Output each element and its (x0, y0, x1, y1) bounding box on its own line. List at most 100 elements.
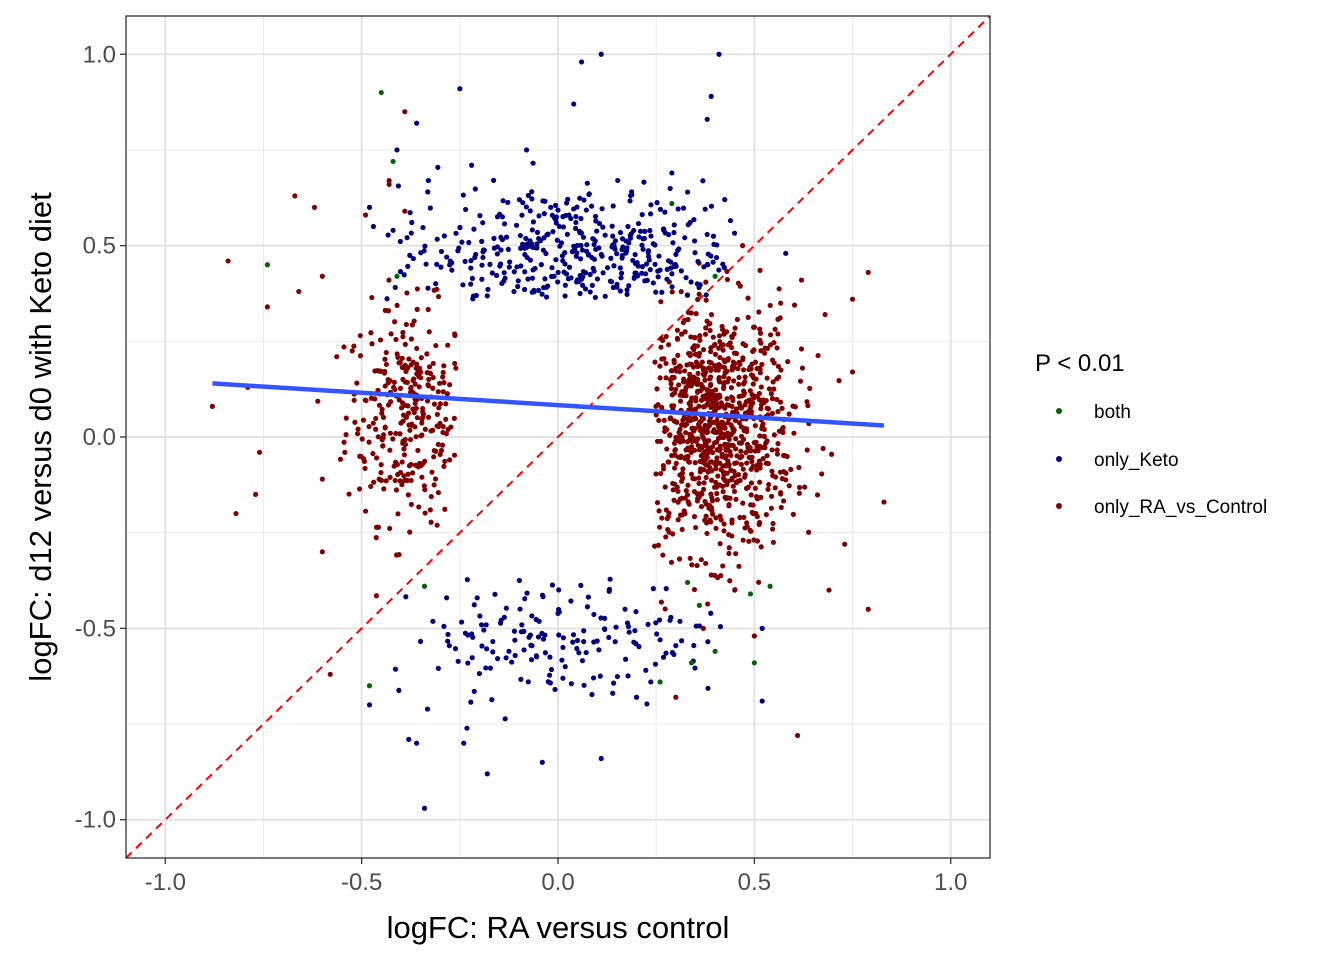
point-only-keto (577, 195, 583, 201)
point-only-ra-vs-control (687, 555, 693, 561)
point-only-keto (711, 241, 717, 247)
point-only-keto (630, 257, 636, 264)
point-only-keto (653, 289, 659, 295)
point-only-ra-vs-control (402, 341, 408, 348)
point-only-ra-vs-control (341, 439, 347, 445)
point-only-keto (656, 617, 663, 623)
point-only-keto (560, 644, 566, 651)
point-only-ra-vs-control (435, 489, 442, 496)
point-only-ra-vs-control (693, 311, 699, 317)
point-only-keto (512, 637, 518, 643)
point-only-ra-vs-control (370, 420, 376, 426)
point-only-keto (424, 706, 431, 712)
legend-label-only-keto: only_Keto (1094, 450, 1179, 471)
point-only-keto (656, 253, 662, 259)
point-only-ra-vs-control (686, 400, 692, 407)
point-only-keto (577, 256, 584, 262)
point-only-keto (700, 178, 706, 184)
point-only-keto (639, 211, 645, 218)
point-only-ra-vs-control (708, 477, 715, 483)
point-only-keto (652, 261, 658, 267)
point-only-keto (489, 697, 495, 703)
point-only-ra-vs-control (690, 345, 696, 351)
point-only-ra-vs-control (402, 109, 408, 115)
point-only-ra-vs-control (430, 360, 436, 367)
legend-label-only-ra-vs-control: only_RA_vs_Control (1094, 497, 1267, 518)
point-only-ra-vs-control (732, 417, 739, 423)
point-only-ra-vs-control (256, 449, 263, 455)
point-only-ra-vs-control (387, 430, 394, 436)
point-only-keto (548, 666, 555, 673)
point-only-keto (717, 624, 724, 630)
point-only-ra-vs-control (776, 286, 782, 292)
point-only-ra-vs-control (692, 351, 699, 357)
point-only-ra-vs-control (757, 366, 763, 372)
point-only-keto (519, 212, 525, 218)
legend-key-only-keto (1056, 456, 1062, 462)
point-only-ra-vs-control (721, 385, 727, 392)
point-only-keto (602, 293, 608, 299)
point-only-ra-vs-control (431, 401, 438, 407)
point-only-ra-vs-control (698, 503, 705, 510)
point-both (669, 200, 675, 207)
point-only-ra-vs-control (700, 385, 706, 391)
point-only-ra-vs-control (394, 302, 400, 309)
point-only-ra-vs-control (779, 476, 785, 482)
point-only-ra-vs-control (721, 374, 727, 380)
point-only-ra-vs-control (742, 525, 748, 531)
point-only-ra-vs-control (768, 332, 774, 338)
point-only-ra-vs-control (704, 318, 710, 324)
point-only-ra-vs-control (411, 318, 417, 324)
point-only-ra-vs-control (750, 381, 756, 387)
point-only-ra-vs-control (736, 400, 742, 406)
point-only-ra-vs-control (740, 341, 746, 347)
point-only-keto (583, 207, 589, 213)
point-only-ra-vs-control (775, 363, 782, 369)
point-only-keto (611, 263, 617, 269)
point-only-ra-vs-control (671, 440, 678, 446)
point-only-ra-vs-control (363, 508, 369, 514)
point-only-keto (705, 685, 711, 691)
point-only-keto (589, 282, 595, 288)
point-only-keto (636, 644, 642, 650)
point-only-keto (645, 248, 652, 254)
point-only-ra-vs-control (703, 474, 709, 481)
point-only-ra-vs-control (722, 370, 729, 376)
point-only-keto (562, 664, 568, 670)
point-only-keto (491, 235, 497, 241)
point-only-keto (568, 598, 574, 604)
point-only-ra-vs-control (401, 412, 407, 418)
x-tick-label: -1.0 (145, 869, 186, 896)
point-only-ra-vs-control (403, 368, 409, 375)
point-only-keto (673, 643, 679, 649)
point-only-ra-vs-control (727, 340, 733, 346)
point-only-ra-vs-control (704, 520, 710, 526)
point-only-keto (401, 272, 407, 278)
point-only-keto (560, 224, 567, 230)
point-only-keto (580, 268, 587, 275)
point-only-ra-vs-control (709, 388, 716, 395)
point-only-keto (506, 648, 512, 654)
point-only-keto (433, 281, 439, 287)
point-only-keto (459, 239, 465, 245)
point-only-keto (759, 625, 765, 631)
point-only-ra-vs-control (377, 337, 384, 343)
point-only-ra-vs-control (375, 434, 381, 440)
point-only-keto (626, 629, 632, 635)
point-only-keto (462, 258, 468, 265)
point-only-keto (598, 51, 604, 57)
point-both (366, 683, 373, 689)
point-only-ra-vs-control (366, 424, 372, 430)
point-only-ra-vs-control (700, 457, 706, 463)
point-only-keto (543, 284, 550, 290)
point-only-ra-vs-control (744, 460, 750, 466)
point-only-ra-vs-control (757, 330, 764, 336)
point-only-keto (597, 673, 603, 679)
point-only-keto (502, 275, 508, 281)
point-only-ra-vs-control (713, 525, 719, 531)
point-only-ra-vs-control (682, 388, 688, 394)
point-only-keto (608, 255, 614, 261)
point-only-ra-vs-control (760, 444, 766, 451)
point-only-ra-vs-control (765, 406, 772, 412)
point-only-keto (492, 591, 498, 597)
